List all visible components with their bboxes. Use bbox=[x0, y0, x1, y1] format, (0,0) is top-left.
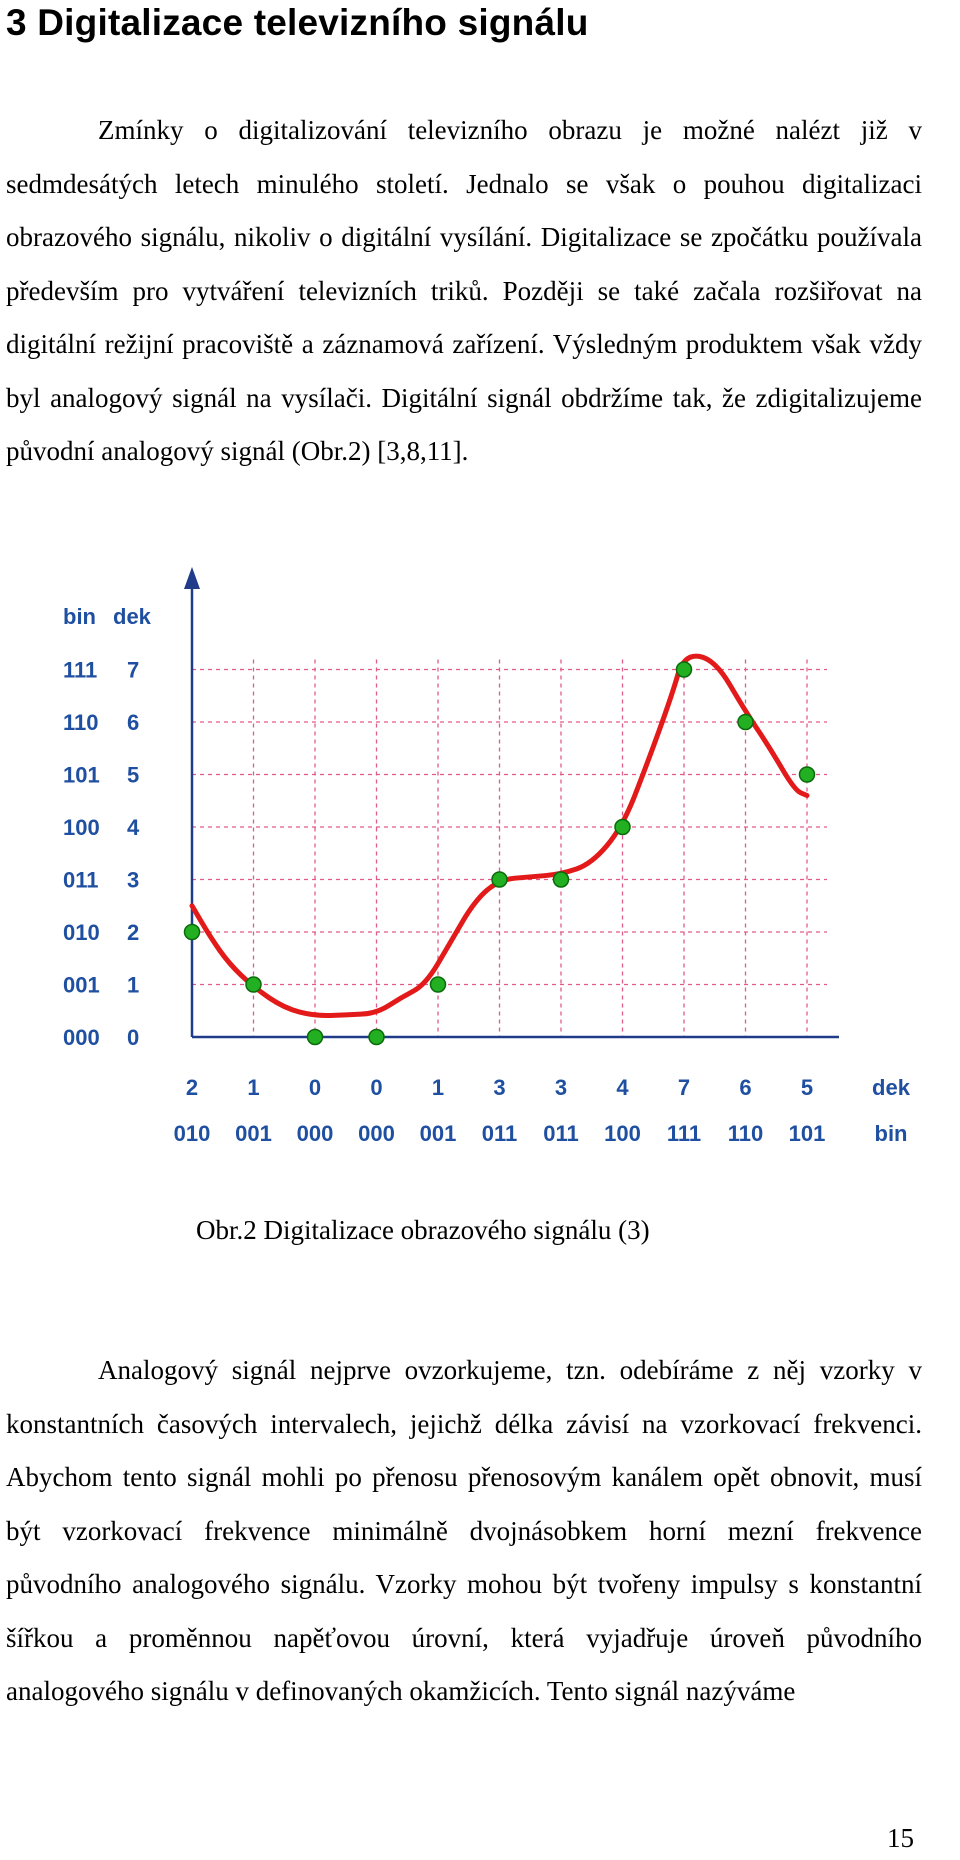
sample-point-4 bbox=[429, 976, 447, 993]
y-label-dec-6: 6 bbox=[127, 710, 139, 735]
x-label-dec-7: 4 bbox=[616, 1075, 629, 1100]
y-label-bin-3: 011 bbox=[63, 868, 99, 893]
x-label-bin-0: 010 bbox=[174, 1121, 211, 1146]
x-label-dec-0: 2 bbox=[186, 1075, 198, 1100]
y-label-bin-4: 100 bbox=[63, 815, 100, 840]
x-label-bin-5: 011 bbox=[482, 1121, 518, 1146]
y-header-dec: dek bbox=[113, 604, 152, 629]
x-label-bin-10: 101 bbox=[789, 1121, 826, 1146]
sample-point-1 bbox=[245, 976, 262, 993]
x-label-dec-1: 1 bbox=[247, 1075, 259, 1100]
y-label-dec-4: 4 bbox=[127, 815, 140, 840]
x-label-dec-9: 6 bbox=[739, 1075, 751, 1100]
x-label-dec-4: 1 bbox=[432, 1075, 444, 1100]
analog-signal bbox=[189, 653, 810, 1019]
x-label-dec-2: 0 bbox=[309, 1075, 321, 1100]
paragraph-sampling-text: Analogový signál nejprve ovzorkujeme, tz… bbox=[6, 1355, 922, 1706]
y-label-bin-2: 010 bbox=[63, 920, 100, 945]
page-heading: 3 Digitalizace televizního signálu bbox=[6, 2, 589, 43]
y-label-bin-0: 000 bbox=[63, 1025, 100, 1050]
y-label-bin-1: 001 bbox=[63, 973, 100, 998]
sample-point-0 bbox=[183, 923, 201, 941]
analog-signal-curve bbox=[189, 653, 810, 1019]
page-number: 15 bbox=[887, 1823, 914, 1853]
x-label-bin-6: 011 bbox=[543, 1121, 579, 1146]
y-label-bin-5: 101 bbox=[63, 763, 100, 788]
y-label-bin-6: 110 bbox=[63, 710, 99, 735]
sample-point-8 bbox=[675, 661, 693, 678]
paragraph-intro: Zmínky o digitalizování televizního obra… bbox=[6, 104, 922, 479]
x-label-bin: bin bbox=[875, 1121, 908, 1146]
x-label-dec-6: 3 bbox=[555, 1075, 567, 1100]
y-label-bin-7: 111 bbox=[63, 658, 97, 683]
y-label-dec-3: 3 bbox=[127, 868, 139, 893]
y-label-dec-1: 1 bbox=[127, 973, 139, 998]
x-label-bin-1: 001 bbox=[235, 1121, 272, 1146]
y-label-dec-0: 0 bbox=[127, 1025, 139, 1050]
sample-point-5 bbox=[491, 871, 508, 888]
x-label-dec-10: 5 bbox=[801, 1075, 813, 1100]
chart-axes bbox=[184, 567, 839, 1039]
y-label-dec-2: 2 bbox=[127, 920, 139, 945]
x-label-dec-5: 3 bbox=[493, 1075, 505, 1100]
sample-point-10 bbox=[798, 766, 816, 783]
x-label-bin-8: 111 bbox=[667, 1121, 701, 1146]
chart-grid bbox=[192, 659, 827, 1037]
y-label-dec-5: 5 bbox=[127, 763, 139, 788]
paragraph-intro-text: Zmínky o digitalizování televizního obra… bbox=[6, 115, 922, 466]
x-label-bin-4: 001 bbox=[420, 1121, 457, 1146]
sample-point-6 bbox=[552, 871, 570, 888]
sample-point-2 bbox=[306, 1028, 324, 1046]
sample-point-3 bbox=[368, 1028, 385, 1046]
figure-caption: Obr.2 Digitalizace obrazového signálu (3… bbox=[196, 1215, 650, 1245]
x-label-bin-2: 000 bbox=[297, 1121, 334, 1146]
y-header-bin: bin bbox=[63, 604, 96, 629]
x-label-bin-7: 100 bbox=[604, 1121, 641, 1146]
y-label-dec-7: 7 bbox=[127, 658, 139, 683]
paragraph-sampling: Analogový signál nejprve ovzorkujeme, tz… bbox=[6, 1344, 922, 1719]
sample-point-9 bbox=[737, 713, 754, 731]
y-axis-arrow bbox=[184, 567, 200, 589]
x-label-bin-3: 000 bbox=[358, 1121, 395, 1146]
sample-points bbox=[183, 661, 816, 1046]
sample-point-7 bbox=[614, 818, 631, 836]
x-label-dek: dek bbox=[872, 1075, 911, 1100]
x-label-dec-8: 7 bbox=[678, 1075, 690, 1100]
x-label-bin-9: 110 bbox=[728, 1121, 764, 1146]
x-label-dec-3: 0 bbox=[370, 1075, 382, 1100]
